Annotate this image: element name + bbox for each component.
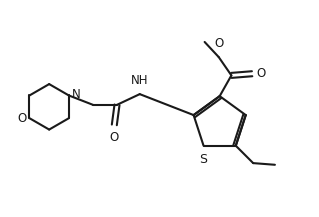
Text: O: O: [110, 131, 119, 144]
Text: O: O: [257, 67, 266, 80]
Text: O: O: [17, 112, 26, 125]
Text: NH: NH: [131, 74, 149, 87]
Text: N: N: [72, 88, 81, 101]
Text: S: S: [199, 153, 207, 166]
Text: O: O: [215, 37, 224, 50]
